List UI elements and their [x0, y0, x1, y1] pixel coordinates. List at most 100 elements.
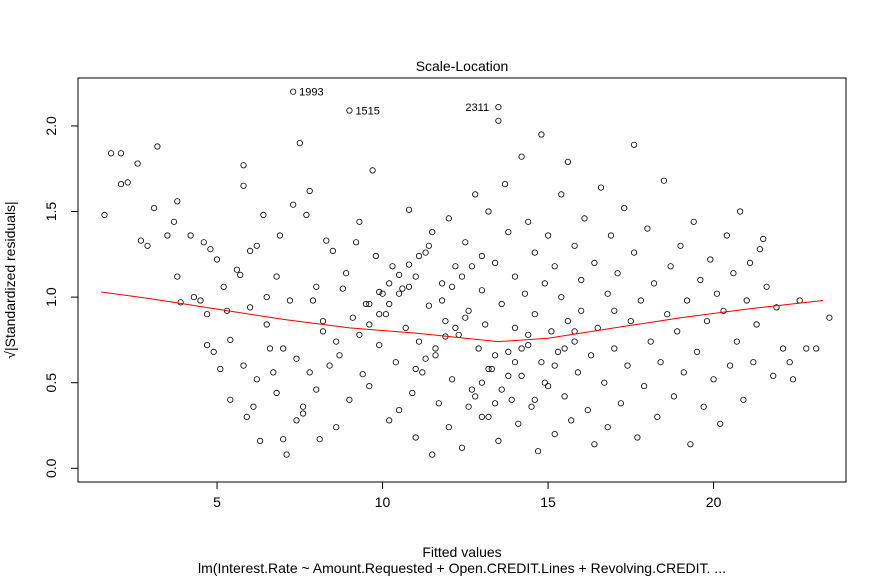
data-point [392, 359, 399, 366]
data-point [740, 396, 747, 403]
data-point [177, 299, 184, 306]
data-point [356, 331, 363, 338]
data-point [736, 208, 744, 215]
data-point [442, 317, 449, 325]
data-point [558, 293, 565, 301]
y-tick-label: 0.0 [43, 458, 59, 478]
data-point [438, 297, 446, 304]
data-point [525, 331, 532, 338]
data-point [760, 235, 767, 242]
data-point [531, 396, 538, 403]
data-point [276, 232, 283, 239]
data-point [680, 369, 687, 376]
data-point [299, 403, 307, 410]
data-point [207, 246, 214, 253]
data-point [667, 263, 674, 270]
data-point [452, 263, 459, 270]
data-point [733, 338, 740, 345]
point-label: 1993 [299, 87, 323, 99]
data-point [362, 300, 370, 308]
data-point [319, 317, 327, 325]
data-point [756, 246, 764, 253]
data-point [419, 369, 426, 376]
data-point [571, 338, 578, 345]
data-point [770, 372, 777, 379]
data-point [485, 208, 492, 215]
data-point [687, 441, 694, 448]
data-point [541, 379, 548, 386]
data-point [720, 307, 727, 314]
data-point [240, 362, 247, 369]
data-point [240, 182, 247, 189]
data-point [763, 283, 770, 290]
data-point [174, 198, 181, 205]
data-point [399, 285, 406, 292]
data-point [273, 389, 280, 397]
data-point [313, 386, 320, 393]
data-point [326, 362, 333, 369]
data-point [280, 436, 287, 443]
data-point [491, 400, 499, 407]
data-point [717, 420, 724, 427]
data-point [779, 345, 787, 352]
data-point [438, 280, 446, 287]
data-point [263, 321, 270, 328]
data-point [386, 280, 393, 287]
data-point [726, 362, 734, 369]
data-point [538, 359, 545, 366]
x-tick-label: 5 [213, 494, 221, 510]
data-point [432, 352, 439, 359]
data-point [266, 345, 274, 352]
y-axis-label: √|Standardized residuals| [2, 201, 18, 358]
plot-frame [77, 77, 847, 483]
data-point [561, 345, 568, 352]
data-point [283, 451, 290, 458]
data-point [101, 211, 108, 218]
data-point [412, 365, 419, 373]
data-point [237, 271, 244, 278]
data-point [515, 420, 522, 427]
data-point [518, 372, 525, 379]
y-tick-label: 0.5 [43, 373, 59, 393]
data-point [309, 297, 317, 304]
data-point [674, 328, 681, 335]
data-point [369, 167, 376, 174]
data-point [342, 270, 350, 277]
smoother-line [101, 291, 823, 343]
data-point [478, 287, 485, 294]
data-point [349, 314, 356, 321]
data-point [554, 348, 562, 355]
data-point [286, 297, 293, 304]
data-point [425, 302, 432, 309]
x-axis-label: Fitted values [422, 544, 501, 560]
data-point [270, 369, 277, 376]
data-point [253, 376, 260, 383]
data-point [352, 239, 360, 246]
data-point [170, 218, 178, 225]
data-point [634, 434, 641, 441]
data-point [538, 131, 545, 138]
data-point [253, 242, 260, 249]
data-point [263, 293, 270, 301]
data-point [528, 403, 535, 410]
data-point [813, 345, 820, 352]
data-point [455, 331, 462, 338]
data-point [429, 451, 436, 458]
data-point [445, 215, 452, 222]
y-tick-label: 1.5 [43, 202, 59, 222]
data-point [316, 436, 323, 443]
data-point [710, 376, 717, 383]
data-point [730, 270, 737, 277]
data-point [607, 232, 615, 239]
data-point [395, 290, 403, 297]
data-point [217, 365, 224, 373]
data-point [531, 249, 538, 256]
data-point [654, 413, 661, 420]
data-point [578, 307, 585, 314]
data-point [803, 345, 810, 352]
data-point [190, 293, 197, 301]
data-point [521, 290, 529, 297]
labeled-data-point [346, 107, 353, 114]
data-point [313, 283, 320, 290]
